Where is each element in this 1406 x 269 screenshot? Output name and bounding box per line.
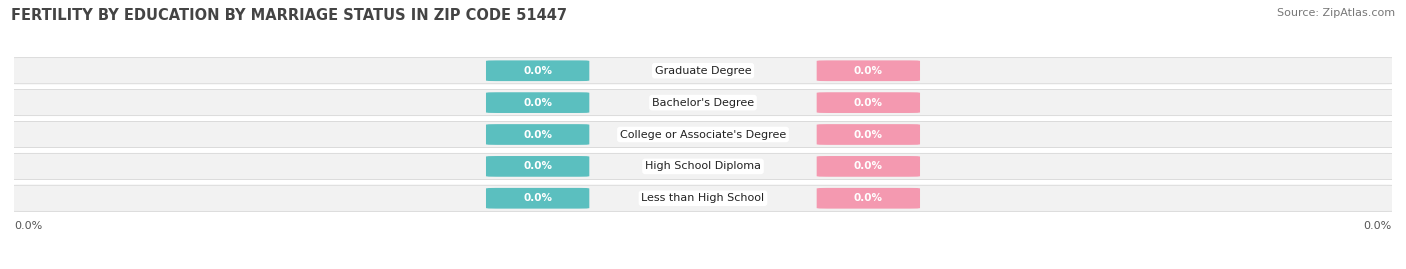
Text: Less than High School: Less than High School xyxy=(641,193,765,203)
Text: 0.0%: 0.0% xyxy=(853,98,883,108)
Text: 0.0%: 0.0% xyxy=(853,193,883,203)
Text: 0.0%: 0.0% xyxy=(853,66,883,76)
Text: 0.0%: 0.0% xyxy=(14,221,42,231)
FancyBboxPatch shape xyxy=(7,185,1399,211)
FancyBboxPatch shape xyxy=(7,90,1399,116)
FancyBboxPatch shape xyxy=(486,188,589,209)
FancyBboxPatch shape xyxy=(817,92,920,113)
Text: 0.0%: 0.0% xyxy=(853,161,883,171)
Text: 0.0%: 0.0% xyxy=(523,193,553,203)
Text: 0.0%: 0.0% xyxy=(1364,221,1392,231)
Text: College or Associate's Degree: College or Associate's Degree xyxy=(620,129,786,140)
Text: Source: ZipAtlas.com: Source: ZipAtlas.com xyxy=(1277,8,1395,18)
Text: 0.0%: 0.0% xyxy=(853,129,883,140)
Text: 0.0%: 0.0% xyxy=(523,129,553,140)
FancyBboxPatch shape xyxy=(817,188,920,209)
FancyBboxPatch shape xyxy=(817,60,920,81)
FancyBboxPatch shape xyxy=(817,124,920,145)
FancyBboxPatch shape xyxy=(7,121,1399,148)
Text: Graduate Degree: Graduate Degree xyxy=(655,66,751,76)
FancyBboxPatch shape xyxy=(7,58,1399,84)
FancyBboxPatch shape xyxy=(486,156,589,177)
Text: 0.0%: 0.0% xyxy=(523,66,553,76)
FancyBboxPatch shape xyxy=(817,156,920,177)
Text: Bachelor's Degree: Bachelor's Degree xyxy=(652,98,754,108)
FancyBboxPatch shape xyxy=(486,92,589,113)
FancyBboxPatch shape xyxy=(486,60,589,81)
FancyBboxPatch shape xyxy=(7,153,1399,179)
Text: High School Diploma: High School Diploma xyxy=(645,161,761,171)
Text: FERTILITY BY EDUCATION BY MARRIAGE STATUS IN ZIP CODE 51447: FERTILITY BY EDUCATION BY MARRIAGE STATU… xyxy=(11,8,567,23)
FancyBboxPatch shape xyxy=(486,124,589,145)
Text: 0.0%: 0.0% xyxy=(523,98,553,108)
Text: 0.0%: 0.0% xyxy=(523,161,553,171)
